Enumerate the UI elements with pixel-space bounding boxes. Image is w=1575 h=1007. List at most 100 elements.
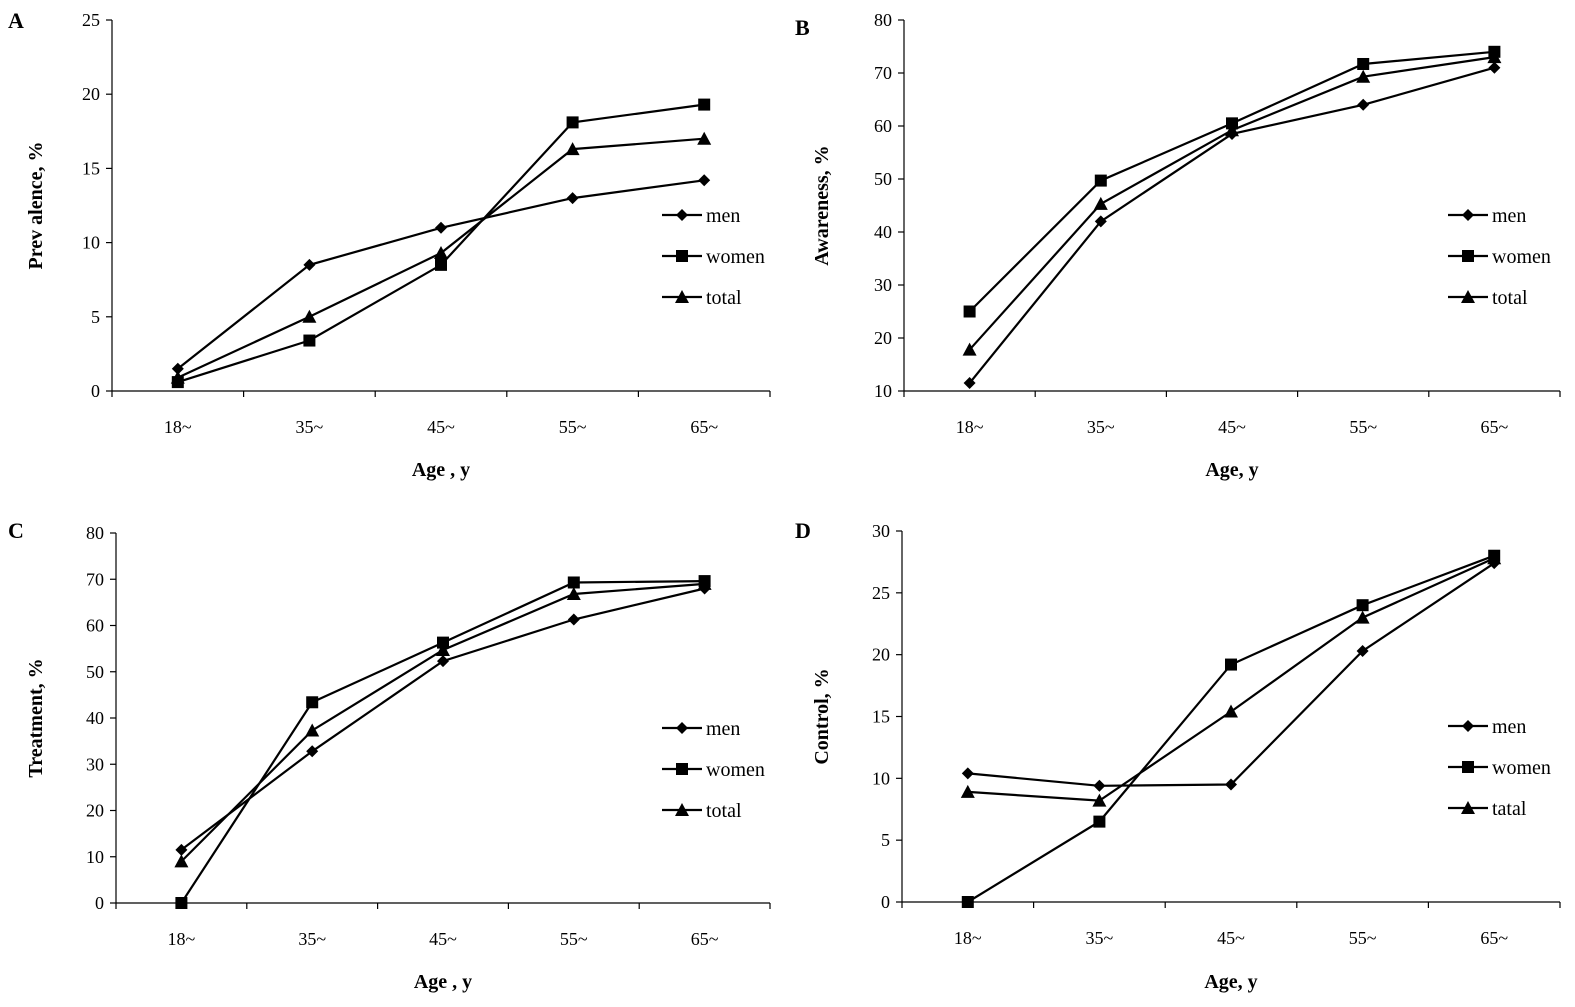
panel-a-series-total-point xyxy=(170,370,185,384)
panel-d-series-tatal-point xyxy=(1224,704,1238,718)
panel-a-series-men-point xyxy=(698,174,711,187)
panel-a-series-total-point xyxy=(697,131,712,145)
panel-b-series-women-point xyxy=(1357,57,1370,70)
panel-b-y-tick-label: 70 xyxy=(874,63,892,83)
panel-c-series-women-point xyxy=(437,636,449,649)
panel-c-series-total-point xyxy=(436,643,450,657)
panel-b-y-tick-label: 20 xyxy=(874,328,892,348)
panel-d-y-tick-label: 30 xyxy=(872,521,890,541)
panel-c-series-total-point xyxy=(305,723,320,737)
panel-a-letter: A xyxy=(8,8,24,33)
panel-c-y-tick-label: 70 xyxy=(86,569,104,589)
panel-b-legend-men-label: men xyxy=(1492,205,1526,227)
panel-a-x-tick-label: 18~ xyxy=(164,417,192,437)
panel-d-series-tatal-point xyxy=(1092,793,1107,807)
panel-c-legend-total-marker xyxy=(675,803,689,816)
panel-a-x-tick-label: 65~ xyxy=(690,417,718,437)
panel-d-x-axis-title: Age, y xyxy=(1204,971,1257,993)
panel-c-legend-total-label: total xyxy=(706,800,742,822)
panel-a-x-axis-title: Age , y xyxy=(412,459,470,481)
panel-d-x-tick-label: 55~ xyxy=(1349,928,1377,948)
panel-b-series-total-point xyxy=(1487,50,1502,64)
panel-d-y-tick-label: 10 xyxy=(872,768,890,788)
panel-c-series-women-point xyxy=(567,576,580,589)
panel-b-y-tick-label: 30 xyxy=(874,275,892,295)
panel-c-series-total-point xyxy=(174,854,189,868)
panel-d-y-tick-label: 25 xyxy=(872,583,890,603)
panel-d-y-tick-label: 15 xyxy=(872,707,890,727)
panel-a-series-total-point xyxy=(302,309,317,323)
panel-d-series-men-point xyxy=(961,767,974,780)
panel-c-legend-men-label: men xyxy=(706,718,740,740)
panel-a-y-tick-label: 25 xyxy=(82,10,100,30)
panel-b-y-axis-title: Awareness, % xyxy=(811,145,833,265)
panel-a-legend-men-marker xyxy=(676,209,688,221)
panel-c-y-tick-label: 40 xyxy=(86,708,104,728)
panel-b-x-tick-label: 35~ xyxy=(1087,417,1115,437)
panel-a: A 0 5 10 15 20 25 18~ 35~ 45~ 55~ 65~ Age , y Prev al… xyxy=(8,8,771,481)
panel-a-y-tick-label: 5 xyxy=(91,307,100,327)
panel-a-legend-women-label: women xyxy=(706,246,765,268)
panel-a-x-tick-label: 45~ xyxy=(427,417,455,437)
panel-d-series-men-point xyxy=(1225,778,1237,791)
panel-c-series-total-line xyxy=(180,582,705,863)
panel-d-series-tatal-point xyxy=(1487,551,1502,565)
panel-b-series-total-point xyxy=(1356,69,1371,83)
panel-d-series-women-point xyxy=(1093,815,1106,828)
panel-b-legend-total-marker xyxy=(1461,290,1475,303)
panel-a-legend-total-marker xyxy=(675,290,689,303)
panel-c-legend-men-marker xyxy=(676,722,688,734)
panel-b-series-women-point xyxy=(1094,174,1107,187)
panel-d-series-women-point xyxy=(1225,658,1237,671)
panel-d-y-tick-label: 20 xyxy=(872,645,890,665)
panel-d-x-tick-label: 18~ xyxy=(954,928,982,948)
panel-b-series-women-point xyxy=(963,305,976,318)
panel-b-legend-women-marker xyxy=(1462,250,1474,262)
panel-d-series-men-point xyxy=(1093,779,1106,792)
panel-d-x-tick-label: 45~ xyxy=(1217,928,1245,948)
panel-d-y-tick-label: 0 xyxy=(881,892,890,912)
panel-d-series-men-point xyxy=(1356,644,1369,657)
panel-c-legend-women-marker xyxy=(676,763,688,775)
panel-a-series-women-point xyxy=(698,98,711,111)
panel-c-x-tick-label: 55~ xyxy=(560,929,588,949)
panel-c-series-women-point xyxy=(306,696,319,709)
panel-c-series-women-point xyxy=(175,897,188,909)
panel-b-x-tick-label: 65~ xyxy=(1481,417,1509,437)
panel-c-x-tick-label: 45~ xyxy=(429,929,457,949)
panel-c-x-axis-title: Age , y xyxy=(414,971,472,993)
panel-a-legend-women-marker xyxy=(676,250,688,262)
panel-c-x-tick-label: 18~ xyxy=(168,929,196,949)
panel-b-y-tick-label: 60 xyxy=(874,116,892,136)
panel-c-series-men-line xyxy=(180,587,705,851)
panel-c-series-total-point xyxy=(697,576,712,590)
panel-a-y-tick-label: 0 xyxy=(91,381,100,401)
panel-b-x-tick-label: 45~ xyxy=(1218,417,1246,437)
panel-d-x-tick-label: 65~ xyxy=(1480,928,1508,948)
panel-b-series-total-point xyxy=(962,342,977,356)
panel-c-y-tick-label: 50 xyxy=(86,662,104,682)
panel-d-legend-women-label: women xyxy=(1492,757,1551,779)
panel-b-letter: B xyxy=(795,15,810,40)
panel-a-series-total-point xyxy=(565,142,580,156)
panel-a-legend-total-label: total xyxy=(706,287,742,309)
panel-b-x-tick-label: 18~ xyxy=(956,417,984,437)
panel-d-series-tatal-point xyxy=(1355,610,1370,624)
panel-a-series-men-point xyxy=(171,362,184,375)
panel-d-series-men-line xyxy=(967,562,1495,787)
panel-b-series-men-line xyxy=(968,66,1495,384)
panel-b-series-men-point xyxy=(1094,215,1107,228)
panel-a-series-women-point xyxy=(435,258,447,271)
panel-b-series-men-point xyxy=(1357,98,1370,111)
panel-c-x-tick-label: 65~ xyxy=(691,929,719,949)
panel-c-x-tick-label: 35~ xyxy=(298,929,326,949)
panel-a-series-women-point xyxy=(566,116,579,129)
panel-b-x-axis-title: Age, y xyxy=(1205,459,1258,481)
panel-d-legend-tatal-marker xyxy=(1461,801,1475,814)
panel-c-y-tick-label: 30 xyxy=(86,754,104,774)
panel-b-series-total-point xyxy=(1225,123,1239,137)
panel-b-legend-men-marker xyxy=(1462,209,1474,221)
panel-b-y-tick-label: 40 xyxy=(874,222,892,242)
panel-c-y-tick-label: 20 xyxy=(86,801,104,821)
panel-b-y-tick-label: 80 xyxy=(874,10,892,30)
